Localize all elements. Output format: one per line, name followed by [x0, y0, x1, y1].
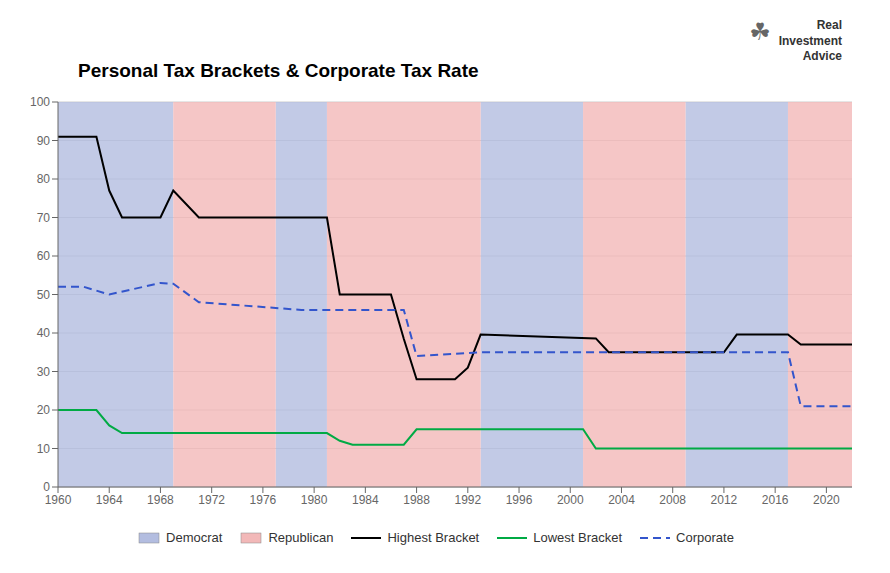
svg-text:70: 70 [37, 211, 51, 225]
html-text:Personal Tax Brackets & Corpor: Personal Tax Brackets & Corporate Tax Ra… [78, 60, 479, 81]
svg-text:1992: 1992 [454, 493, 481, 507]
svg-text:100: 100 [30, 95, 50, 109]
svg-text:1968: 1968 [147, 493, 174, 507]
svg-text:0: 0 [43, 480, 50, 494]
html-text:Lowest Bracket: Lowest Bracket [533, 530, 623, 545]
html-text:Republican: Republican [268, 530, 334, 545]
svg-text:90: 90 [37, 134, 51, 148]
svg-text:20: 20 [37, 403, 51, 417]
svg-text:1996: 1996 [506, 493, 533, 507]
svg-text:50: 50 [37, 288, 51, 302]
svg-text:2008: 2008 [659, 493, 686, 507]
svg-text:1976: 1976 [250, 493, 277, 507]
html-text:Corporate: Corporate [676, 530, 734, 545]
svg-text:1988: 1988 [403, 493, 430, 507]
svg-text:2000: 2000 [557, 493, 584, 507]
svg-text:1984: 1984 [352, 493, 379, 507]
svg-text:2016: 2016 [762, 493, 789, 507]
html-text:Democrat: Democrat [166, 530, 223, 545]
svg-text:2012: 2012 [711, 493, 738, 507]
svg-text:2020: 2020 [813, 493, 840, 507]
html-text:Highest Bracket: Highest Bracket [387, 530, 480, 545]
svg-text:2004: 2004 [608, 493, 635, 507]
html-text:Real Investment Advice: Real Investment Advice [778, 18, 842, 64]
svg-text:30: 30 [37, 365, 51, 379]
svg-text:10: 10 [37, 442, 51, 456]
svg-text:1964: 1964 [96, 493, 123, 507]
svg-text:60: 60 [37, 249, 51, 263]
svg-text:1980: 1980 [301, 493, 328, 507]
svg-text:80: 80 [37, 172, 51, 186]
svg-text:1960: 1960 [45, 493, 72, 507]
svg-text:1972: 1972 [198, 493, 225, 507]
svg-text:40: 40 [37, 326, 51, 340]
